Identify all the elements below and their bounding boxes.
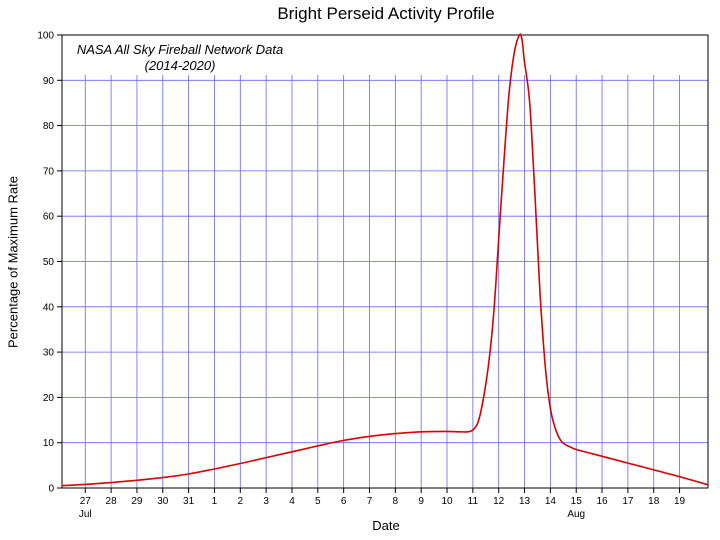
- x-tick-label: 15: [571, 496, 583, 507]
- x-month-label: Aug: [567, 509, 585, 520]
- x-tick-label: 18: [648, 496, 660, 507]
- x-tick-label: 31: [183, 496, 195, 507]
- x-tick-label: 6: [341, 496, 347, 507]
- y-tick-label: 50: [43, 257, 55, 268]
- y-gridlines: [62, 79, 708, 444]
- y-tick-label: 90: [43, 76, 55, 87]
- x-tick-label: 27: [80, 496, 92, 507]
- chart-annotation: NASA All Sky Fireball Network Data (2014…: [60, 42, 300, 74]
- x-month-label: Jul: [79, 509, 92, 520]
- y-ticks: 0 10 20 30 40 50 60 70 80 90 100: [37, 31, 62, 495]
- x-tick-label: 16: [596, 496, 608, 507]
- x-tick-label: 2: [238, 496, 244, 507]
- x-tick-label: 3: [263, 496, 269, 507]
- x-tick-label: 1: [212, 496, 218, 507]
- y-tick-label: 40: [43, 302, 55, 313]
- y-tick-label: 80: [43, 121, 55, 132]
- x-tick-label: 5: [315, 496, 321, 507]
- x-tick-label: 7: [367, 496, 373, 507]
- x-tick-label: 14: [545, 496, 557, 507]
- annotation-line-1: NASA All Sky Fireball Network Data: [76, 42, 284, 57]
- chart-title: Bright Perseid Activity Profile: [277, 4, 495, 23]
- x-tick-label: 12: [493, 496, 505, 507]
- x-tick-label: 11: [468, 496, 479, 507]
- y-tick-label: 0: [48, 484, 54, 495]
- y-tick-label: 60: [43, 212, 55, 223]
- x-tick-label: 10: [441, 496, 453, 507]
- x-tick-label: 13: [519, 496, 531, 507]
- annotation-line-2: (2014-2020): [144, 58, 216, 73]
- x-axis-label: Date: [372, 518, 400, 533]
- x-gridlines: [84, 75, 680, 488]
- y-tick-label: 20: [43, 393, 55, 404]
- y-tick-label: 70: [43, 166, 55, 177]
- x-tick-label: 28: [106, 496, 118, 507]
- y-tick-label: 30: [43, 348, 55, 359]
- y-tick-label: 10: [43, 438, 55, 449]
- x-ticks: 27 28 29 30 31 1 2 3 4 5 6 7 8 9 10 11 12 13 14 15 16 17 18 19J…: [79, 488, 686, 520]
- x-tick-label: 9: [418, 496, 424, 507]
- series-line: [61, 33, 709, 487]
- x-tick-label: 4: [289, 496, 295, 507]
- x-tick-label: 29: [131, 496, 143, 507]
- x-tick-label: 19: [674, 496, 686, 507]
- x-tick-label: 17: [622, 496, 634, 507]
- x-tick-label: 8: [393, 496, 399, 507]
- x-tick-label: 30: [157, 496, 169, 507]
- y-tick-label: 100: [37, 31, 54, 42]
